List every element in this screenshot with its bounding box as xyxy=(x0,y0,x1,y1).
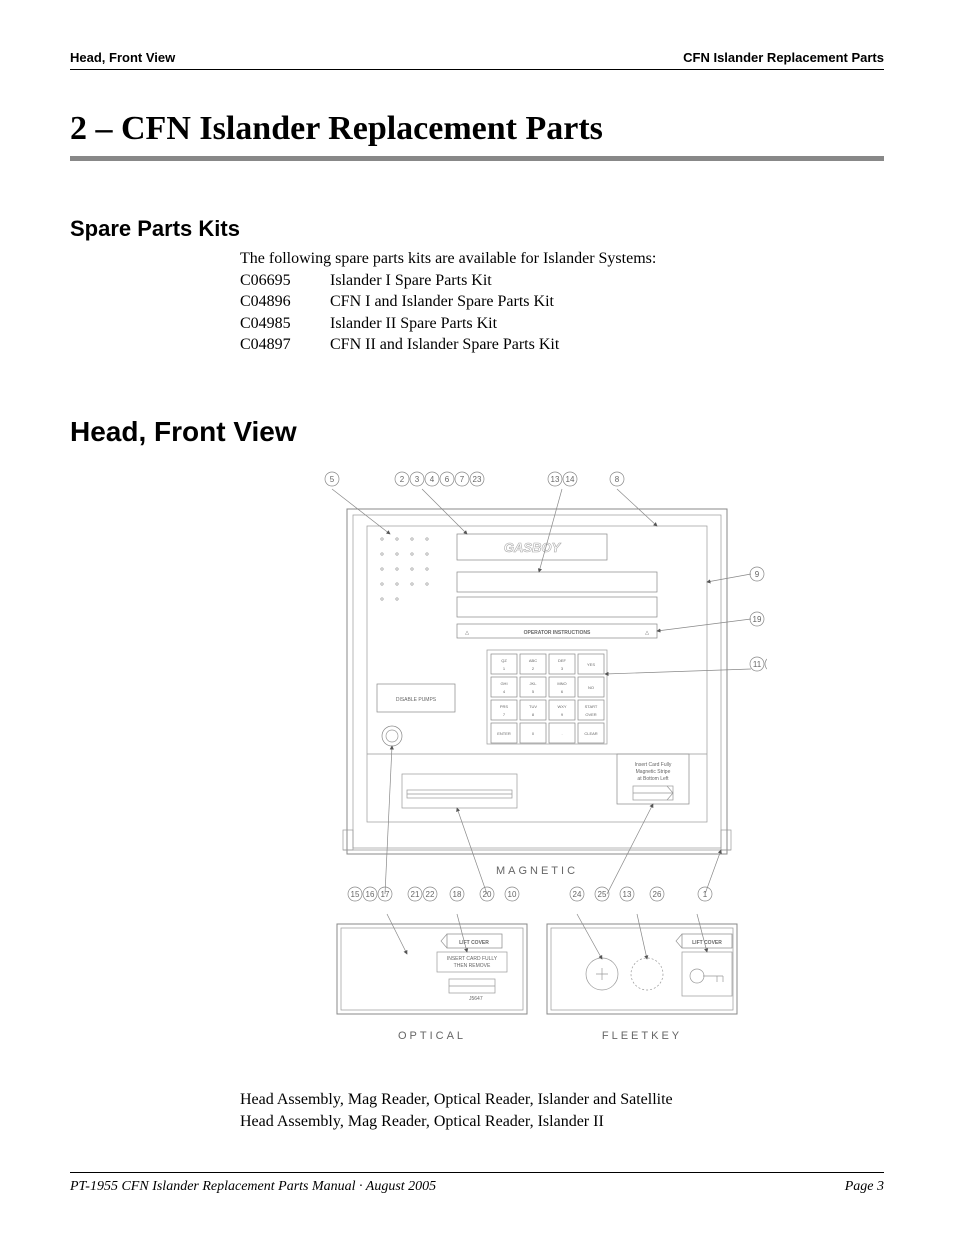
part-desc: Islander I Spare Parts Kit xyxy=(330,270,492,292)
svg-text:ENTER: ENTER xyxy=(497,731,511,736)
part-code: C04896 xyxy=(240,291,330,313)
svg-text:ABC: ABC xyxy=(529,658,537,663)
part-code: C06695 xyxy=(240,270,330,292)
footer-right: Page 3 xyxy=(845,1179,884,1195)
svg-text:5: 5 xyxy=(330,475,335,484)
svg-text:CLEAR: CLEAR xyxy=(584,731,597,736)
table-row: C04896 CFN I and Islander Spare Parts Ki… xyxy=(240,291,884,313)
svg-text:△: △ xyxy=(465,630,469,636)
svg-text:26: 26 xyxy=(653,890,662,899)
disable-pumps-label: DISABLE PUMPS xyxy=(396,697,437,703)
svg-text:13: 13 xyxy=(623,890,632,899)
svg-text:.: . xyxy=(561,731,562,736)
svg-text:14: 14 xyxy=(566,475,575,484)
spare-parts-heading: Spare Parts Kits xyxy=(70,216,884,242)
svg-text:WXY: WXY xyxy=(557,704,566,709)
svg-text:2: 2 xyxy=(400,475,405,484)
svg-text:J5647: J5647 xyxy=(469,996,483,1002)
lift-note-2: THEN REMOVE xyxy=(454,963,491,969)
svg-text:TUV: TUV xyxy=(529,704,537,709)
page-footer: PT-1955 CFN Islander Replacement Parts M… xyxy=(70,1172,884,1195)
svg-text:8: 8 xyxy=(615,475,620,484)
svg-text:10: 10 xyxy=(508,890,517,899)
diagram-caption: Head Assembly, Mag Reader, Optical Reade… xyxy=(240,1089,884,1132)
svg-text:MNO: MNO xyxy=(557,681,566,686)
part-desc: CFN I and Islander Spare Parts Kit xyxy=(330,291,554,313)
card-note-1: Insert Card Fully xyxy=(635,762,672,768)
card-note-2: Magnetic Stripe xyxy=(636,769,671,775)
page-header: Head, Front View CFN Islander Replacemen… xyxy=(70,50,884,70)
svg-text:19: 19 xyxy=(753,615,762,624)
svg-text:16: 16 xyxy=(366,890,375,899)
svg-text:18: 18 xyxy=(453,890,462,899)
caption-line-1: Head Assembly, Mag Reader, Optical Reade… xyxy=(240,1089,884,1111)
part-desc: CFN II and Islander Spare Parts Kit xyxy=(330,334,559,356)
spare-parts-table: C06695 Islander I Spare Parts Kit C04896… xyxy=(240,270,884,356)
diagram-svg: GASBOY OPERATOR INSTRUCTIONS △ △ DISABLE… xyxy=(307,454,767,1064)
svg-text:3: 3 xyxy=(415,475,420,484)
svg-text:OVER: OVER xyxy=(585,712,596,717)
svg-text:START: START xyxy=(585,704,598,709)
svg-text:20: 20 xyxy=(483,890,492,899)
operator-instructions-label: OPERATOR INSTRUCTIONS xyxy=(524,630,591,636)
svg-text:PRS: PRS xyxy=(500,704,509,709)
svg-text:6: 6 xyxy=(445,475,450,484)
svg-text:JKL: JKL xyxy=(530,681,538,686)
spare-parts-intro: The following spare parts kits are avail… xyxy=(240,248,884,270)
head-front-view-heading: Head, Front View xyxy=(70,416,884,448)
chapter-rule xyxy=(70,156,884,161)
svg-text:15: 15 xyxy=(351,890,360,899)
fleetkey-label: FLEETKEY xyxy=(602,1030,682,1042)
svg-text:13: 13 xyxy=(551,475,560,484)
svg-text:△: △ xyxy=(645,630,649,636)
part-desc: Islander II Spare Parts Kit xyxy=(330,313,497,335)
svg-text:23: 23 xyxy=(473,475,482,484)
table-row: C04985 Islander II Spare Parts Kit xyxy=(240,313,884,335)
header-left: Head, Front View xyxy=(70,50,175,65)
svg-text:4: 4 xyxy=(430,475,435,484)
chapter-title: 2 – CFN Islander Replacement Parts xyxy=(70,110,884,148)
svg-text:7: 7 xyxy=(460,475,465,484)
svg-text:22: 22 xyxy=(426,890,435,899)
svg-text:YES: YES xyxy=(587,662,595,667)
header-right: CFN Islander Replacement Parts xyxy=(683,50,884,65)
table-row: C04897 CFN II and Islander Spare Parts K… xyxy=(240,334,884,356)
part-code: C04985 xyxy=(240,313,330,335)
footer-left: PT-1955 CFN Islander Replacement Parts M… xyxy=(70,1179,436,1195)
svg-text:1: 1 xyxy=(703,890,708,899)
card-note-3: at Bottom Left xyxy=(637,776,669,782)
svg-text:9: 9 xyxy=(755,570,760,579)
caption-line-2: Head Assembly, Mag Reader, Optical Reade… xyxy=(240,1111,884,1133)
svg-text:NO: NO xyxy=(588,685,594,690)
optical-label: OPTICAL xyxy=(398,1030,466,1042)
svg-text:11: 11 xyxy=(753,660,762,669)
lift-cover-label: LIFT COVER xyxy=(459,940,489,946)
brand-label: GASBOY xyxy=(504,540,562,555)
svg-text:DEF: DEF xyxy=(558,658,567,663)
magnetic-label: MAGNETIC xyxy=(496,865,578,877)
part-code: C04897 xyxy=(240,334,330,356)
svg-text:24: 24 xyxy=(573,890,582,899)
svg-text:QZ: QZ xyxy=(501,658,507,663)
diagram-container: GASBOY OPERATOR INSTRUCTIONS △ △ DISABLE… xyxy=(190,454,884,1069)
svg-text:25: 25 xyxy=(598,890,607,899)
svg-text:21: 21 xyxy=(411,890,420,899)
lift-note-1: INSERT CARD FULLY xyxy=(447,956,498,962)
head-front-diagram: GASBOY OPERATOR INSTRUCTIONS △ △ DISABLE… xyxy=(307,454,767,1069)
svg-text:GHI: GHI xyxy=(500,681,507,686)
lift-cover-label-2: LIFT COVER xyxy=(692,940,722,946)
table-row: C06695 Islander I Spare Parts Kit xyxy=(240,270,884,292)
